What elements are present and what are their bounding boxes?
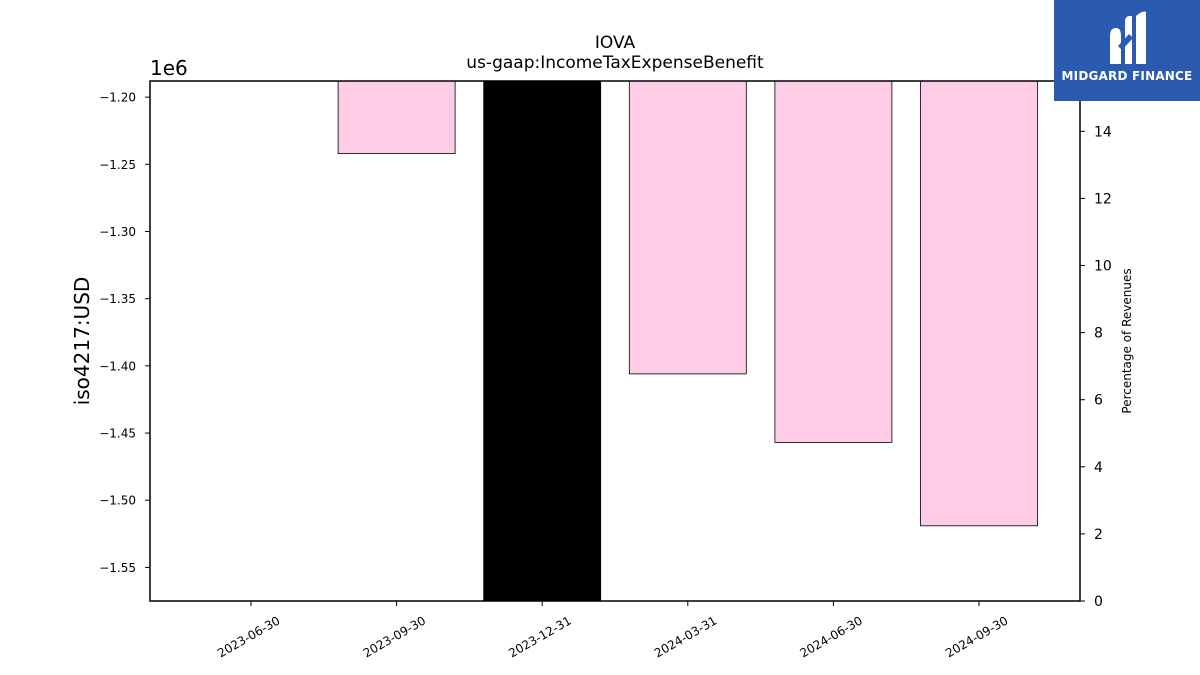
x-axis-ticks: 2023-06-30 2023-09-30 2023-12-31 2024-03-31…	[215, 601, 1011, 660]
bar-2023-09-30	[337, 80, 456, 154]
x-tick-label: 2024-03-31	[652, 613, 719, 660]
y-tick-label: −1.50	[99, 494, 136, 508]
bars-group	[337, 80, 1038, 602]
y-axis-ticks: −1.20 −1.25 −1.30 −1.35 −1.40 −1.45 −1.50 −1.55	[99, 91, 150, 575]
midgard-m-icon	[1110, 11, 1146, 64]
y-tick-label: −1.45	[99, 427, 136, 441]
midgard-finance-logo: MIDGARD FINANCE	[1054, 0, 1200, 101]
y-tick-label: −1.20	[99, 91, 136, 105]
y2-tick-label: 14	[1094, 124, 1112, 140]
y-tick-label: −1.55	[99, 561, 136, 575]
x-tick-label: 2024-09-30	[943, 613, 1010, 660]
x-tick-label: 2023-09-30	[361, 613, 428, 660]
bar-2023-12-31	[483, 80, 602, 602]
chart-subtitle: us-gaap:IncomeTaxExpenseBenefit	[466, 53, 764, 73]
y2-tick-label: 4	[1094, 460, 1103, 476]
y2-tick-label: 10	[1094, 259, 1112, 275]
logo-text: MIDGARD FINANCE	[1061, 69, 1193, 83]
secondary-y-axis-label: Percentage of Revenues	[1120, 268, 1134, 413]
y-tick-label: −1.40	[99, 359, 136, 373]
y2-tick-label: 6	[1094, 393, 1103, 409]
y2-tick-label: 12	[1094, 191, 1112, 207]
y-axis-label: iso4217:USD	[70, 277, 94, 406]
y2-tick-label: 2	[1094, 527, 1103, 543]
bar-2024-06-30	[774, 80, 893, 443]
y2-tick-label: 8	[1094, 326, 1103, 342]
bar-2024-09-30	[920, 80, 1038, 527]
y-axis-offset-label: 1e6	[150, 56, 188, 80]
y-tick-label: −1.25	[99, 158, 136, 172]
plot-frame	[149, 80, 1081, 602]
x-tick-label: 2023-12-31	[506, 613, 573, 660]
bar-2024-03-31	[628, 80, 747, 375]
y-tick-label: −1.30	[99, 225, 136, 239]
secondary-y-axis-ticks: 0 2 4 6 8 10 12 14	[1080, 124, 1112, 610]
x-tick-label: 2024-06-30	[797, 613, 864, 660]
chart-title: IOVA	[595, 33, 636, 53]
y2-tick-label: 0	[1094, 594, 1103, 610]
y-tick-label: −1.35	[99, 292, 136, 306]
x-tick-label: 2023-06-30	[215, 613, 282, 660]
